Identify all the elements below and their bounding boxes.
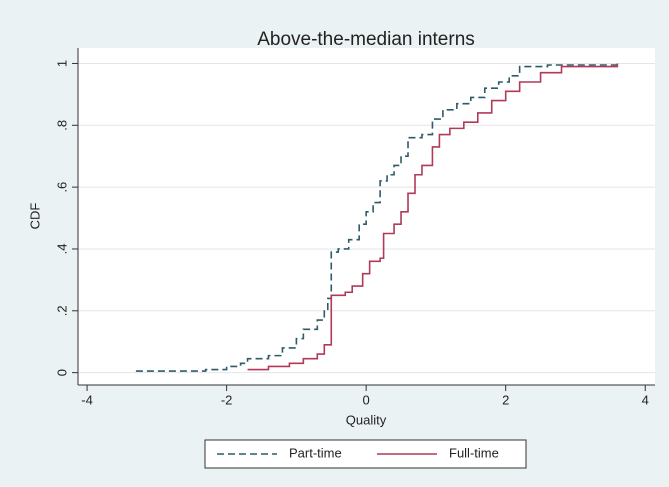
- plot-area: [78, 48, 655, 385]
- x-tick-label: 0: [363, 392, 370, 407]
- x-tick-label: 4: [642, 392, 649, 407]
- x-tick-label: -2: [221, 392, 233, 407]
- y-tick-label: 0: [54, 369, 69, 376]
- chart-title: Above-the-median interns: [257, 29, 475, 50]
- cdf-line: [135, 63, 619, 372]
- y-tick-label: .6: [54, 182, 69, 193]
- y-tick-label: 1: [54, 60, 69, 67]
- legend-label: Full-time: [449, 445, 499, 460]
- legend-box: [204, 439, 527, 469]
- x-tick-label: 2: [502, 392, 509, 407]
- cdf-line: [247, 63, 619, 371]
- y-tick-label: .2: [54, 305, 69, 316]
- y-tick-label: .4: [54, 244, 69, 255]
- x-tick-label: -4: [81, 392, 93, 407]
- x-axis-label: Quality: [346, 412, 387, 427]
- y-tick-label: .8: [54, 120, 69, 131]
- legend-label: Part-time: [289, 445, 342, 460]
- y-axis-label: CDF: [27, 203, 42, 230]
